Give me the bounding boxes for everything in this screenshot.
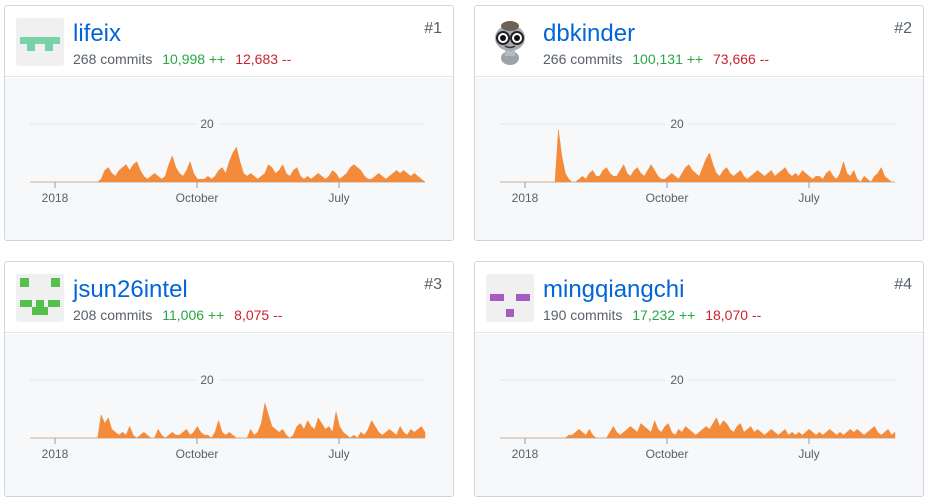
gridline-label-bg bbox=[665, 372, 689, 388]
additions-count: 11,006 ++ bbox=[162, 307, 225, 323]
contributor-card: dbkinder 266 commits 100,131 ++ 73,666 -… bbox=[474, 5, 924, 241]
commit-area-series bbox=[29, 146, 426, 183]
x-axis-tick-label: 2018 bbox=[42, 447, 69, 461]
commit-area-series bbox=[499, 129, 896, 183]
x-axis-tick-label: October bbox=[646, 191, 689, 205]
x-axis-tick-label: July bbox=[798, 447, 819, 461]
commit-count-link[interactable]: 268 commits bbox=[73, 51, 153, 67]
commit-count-link[interactable]: 190 commits bbox=[543, 307, 623, 323]
deletions-count: 12,683 -- bbox=[235, 51, 292, 67]
commit-area-series bbox=[499, 417, 896, 439]
rank-label: #4 bbox=[894, 276, 912, 293]
avatar[interactable] bbox=[16, 18, 64, 66]
username-link[interactable]: mingqiangchi bbox=[543, 276, 685, 303]
identicon-teal-icon bbox=[16, 18, 64, 66]
card-header: mingqiangchi 190 commits 17,232 ++ 18,07… bbox=[475, 262, 923, 333]
area-chart-svg: 20 2018 October July bbox=[29, 116, 426, 205]
gridline-label-bg bbox=[195, 116, 219, 132]
x-axis-tick-label: July bbox=[328, 191, 349, 205]
contributor-card: mingqiangchi 190 commits 17,232 ++ 18,07… bbox=[474, 261, 924, 497]
contributor-card: lifeix 268 commits 10,998 ++ 12,683 -- #… bbox=[4, 5, 454, 241]
rank-label: #1 bbox=[424, 20, 442, 37]
x-axis-tick-label: July bbox=[328, 447, 349, 461]
identicon-purple-icon bbox=[486, 274, 534, 322]
avatar[interactable] bbox=[486, 18, 534, 66]
commit-activity-chart: 20 2018 October July bbox=[5, 78, 453, 240]
rank-label: #3 bbox=[424, 276, 442, 293]
cartoon-avatar-icon bbox=[486, 18, 534, 66]
card-header: lifeix 268 commits 10,998 ++ 12,683 -- #… bbox=[5, 6, 453, 77]
deletions-count: 18,070 -- bbox=[705, 307, 762, 323]
commit-area-series bbox=[29, 402, 426, 439]
gridline-label: 20 bbox=[670, 373, 684, 387]
deletions-count: 8,075 -- bbox=[234, 307, 283, 323]
commit-count-link[interactable]: 208 commits bbox=[73, 307, 153, 323]
gridline-label: 20 bbox=[200, 373, 214, 387]
additions-count: 100,131 ++ bbox=[632, 51, 704, 67]
x-axis-tick-label: October bbox=[176, 191, 219, 205]
deletions-count: 73,666 -- bbox=[713, 51, 770, 67]
contribution-stats: 268 commits 10,998 ++ 12,683 -- bbox=[73, 50, 291, 68]
username-link[interactable]: dbkinder bbox=[543, 20, 636, 47]
identicon-green-icon bbox=[16, 274, 64, 322]
gridline-label: 20 bbox=[670, 117, 684, 131]
username-link[interactable]: lifeix bbox=[73, 20, 122, 47]
x-axis-tick-label: 2018 bbox=[512, 447, 539, 461]
contributor-card: jsun26intel 208 commits 11,006 ++ 8,075 … bbox=[4, 261, 454, 497]
avatar[interactable] bbox=[16, 274, 64, 322]
additions-count: 17,232 ++ bbox=[632, 307, 696, 323]
contribution-stats: 208 commits 11,006 ++ 8,075 -- bbox=[73, 306, 282, 324]
commit-count-link[interactable]: 266 commits bbox=[543, 51, 623, 67]
x-axis-tick-label: 2018 bbox=[42, 191, 69, 205]
x-axis-tick-label: October bbox=[646, 447, 689, 461]
area-chart-svg: 20 2018 October July bbox=[499, 372, 896, 461]
card-header: jsun26intel 208 commits 11,006 ++ 8,075 … bbox=[5, 262, 453, 333]
contribution-stats: 266 commits 100,131 ++ 73,666 -- bbox=[543, 50, 769, 68]
commit-activity-chart: 20 2018 October July bbox=[5, 334, 453, 496]
x-axis-tick-label: 2018 bbox=[512, 191, 539, 205]
card-header: dbkinder 266 commits 100,131 ++ 73,666 -… bbox=[475, 6, 923, 77]
rank-label: #2 bbox=[894, 20, 912, 37]
commit-activity-chart: 20 2018 October July bbox=[475, 334, 923, 496]
commit-activity-chart: 20 2018 October July bbox=[475, 78, 923, 240]
x-axis-tick-label: July bbox=[798, 191, 819, 205]
gridline-label-bg bbox=[665, 116, 689, 132]
area-chart-svg: 20 2018 October July bbox=[29, 372, 426, 461]
area-chart-svg: 20 2018 October July bbox=[499, 116, 896, 205]
username-link[interactable]: jsun26intel bbox=[73, 276, 188, 303]
gridline-label-bg bbox=[195, 372, 219, 388]
gridline-label: 20 bbox=[200, 117, 214, 131]
additions-count: 10,998 ++ bbox=[162, 51, 226, 67]
x-axis-tick-label: October bbox=[176, 447, 219, 461]
avatar[interactable] bbox=[486, 274, 534, 322]
contribution-stats: 190 commits 17,232 ++ 18,070 -- bbox=[543, 306, 761, 324]
